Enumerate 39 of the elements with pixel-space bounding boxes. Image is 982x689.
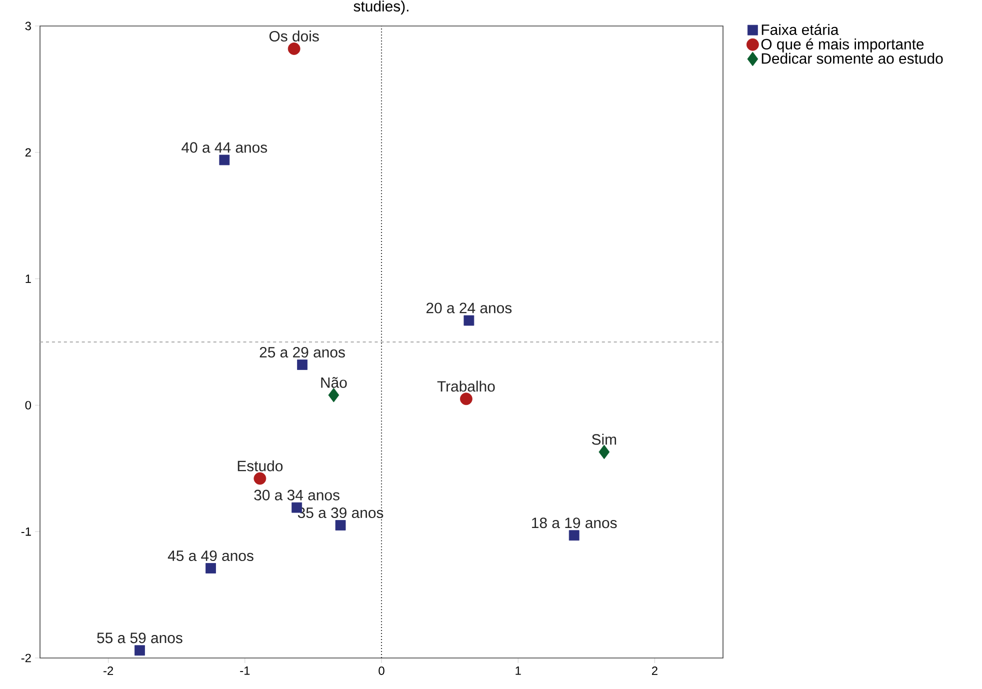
y-tick-label: 1 [26,274,31,283]
point [598,444,610,460]
y-tick-label: -2 [21,654,31,662]
y-tick-label: 2 [25,148,31,157]
x-tick-label: 0 [378,666,384,675]
annotation: 55 a 59 anos [97,632,182,644]
annotation: Não [321,377,347,388]
annotation: Estudo [238,460,283,472]
annotation: 25 a 29 anos [260,346,345,358]
annotation: 45 a 49 anos [168,550,254,562]
point [328,388,340,402]
x-tick-label: 1 [516,666,521,675]
y-tick-label: -1 [21,527,31,536]
point [134,645,145,656]
annotation: 40 a 44 anos [182,142,268,153]
y-tick-label: 3 [25,22,31,30]
legend-label: O que é mais importante [761,38,924,52]
point [335,520,346,530]
annotation: Trabalho [437,380,495,392]
annotation: 30 a 34 anos [254,490,340,500]
point [568,530,580,541]
point [297,360,308,370]
y-tick-label: 0 [25,400,32,410]
point [206,563,216,574]
x-tick-label: -1 [240,666,250,675]
point [254,472,266,485]
point [464,315,474,326]
chart-title: studies). [354,0,408,14]
point [288,42,300,55]
legend-label: Faixa etária [762,24,839,35]
annotation: 18 a 19 anos [532,518,617,528]
x-tick-label: -2 [104,666,114,675]
annotation: Os dois [269,30,319,42]
legend-label: Dedicar somente ao estudo [762,52,943,64]
x-tick-label: 2 [652,666,658,675]
annotation: 20 a 24 anos [426,302,512,314]
point [460,392,472,406]
annotation: Sim [592,434,616,445]
point [219,154,230,166]
